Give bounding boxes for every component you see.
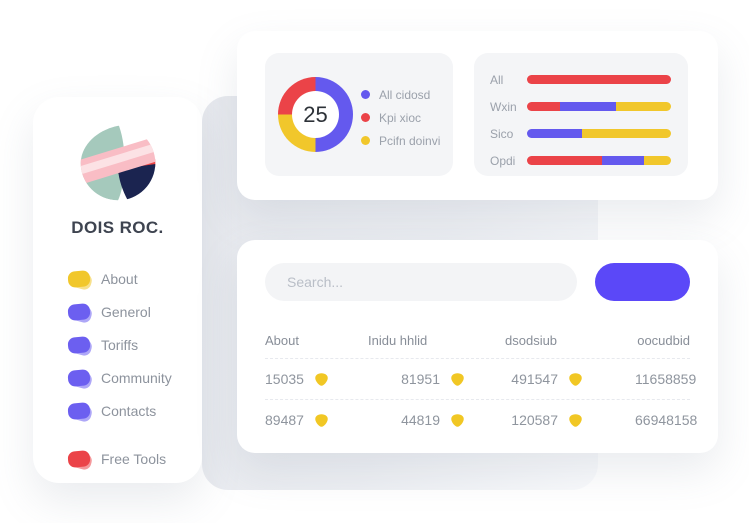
- cell-value: 15035: [265, 371, 304, 387]
- pick-badge-icon: [315, 413, 328, 427]
- sidebar-item-label: About: [101, 270, 138, 287]
- table-cell: 89487: [265, 412, 368, 428]
- column-header-inidu-hhlid: Inidu hhlid: [368, 332, 428, 348]
- sidebar-item-contacts[interactable]: Contacts: [68, 394, 202, 427]
- donut-legend: All cidosd Kpi xioc Pcifn doinvi: [361, 83, 440, 152]
- sidebar-item-toriffs[interactable]: Toriffs: [68, 328, 202, 361]
- table-cell: 120587: [505, 412, 635, 428]
- bar-row-sico: Sico: [490, 120, 688, 147]
- cell-value: 44819: [401, 412, 440, 428]
- table-row[interactable]: 15035 81951 491547 11658859: [265, 358, 696, 399]
- pick-badge-icon: [569, 413, 582, 427]
- sidebar-item-free-tools[interactable]: Free Tools: [68, 442, 202, 475]
- sidebar-item-label: Toriffs: [101, 336, 139, 353]
- sidebar-item-community[interactable]: Community: [68, 361, 202, 394]
- table-header-row: About Inidu hhlid dsodsiub oocudbid: [265, 322, 690, 358]
- legend-dot-red: [361, 113, 370, 122]
- sidebar-item-about[interactable]: About: [68, 262, 202, 295]
- primary-action-button[interactable]: [595, 263, 690, 301]
- cell-value: 89487: [265, 412, 304, 428]
- brand-logo-icon: [80, 125, 155, 201]
- bar-row-all: All: [490, 66, 688, 93]
- pick-badge-icon: [451, 372, 464, 386]
- table-cell: 11658859: [635, 371, 696, 387]
- donut-chart: 25: [278, 77, 353, 152]
- sidebar-menu: About Generol Toriffs Community Contacts…: [33, 262, 202, 475]
- search-box: [265, 263, 577, 301]
- decor-rect-top-left: [0, 0, 193, 60]
- brand-logo: [78, 123, 158, 203]
- search-input[interactable]: [265, 263, 577, 301]
- about-blob-icon: [68, 271, 90, 287]
- cell-value: 11658859: [635, 371, 697, 387]
- pick-badge-icon: [451, 413, 464, 427]
- legend-dot-yellow: [361, 136, 370, 145]
- table-card: About Inidu hhlid dsodsiub oocudbid 1503…: [237, 240, 718, 453]
- bar-label: Sico: [490, 126, 514, 141]
- pick-badge-icon: [315, 372, 328, 386]
- free-tools-blob-icon: [68, 451, 90, 467]
- community-blob-icon: [68, 370, 90, 386]
- bar-wxin: [527, 102, 671, 111]
- stats-card: 25 All cidosd Kpi xioc Pcifn doinvi: [237, 31, 718, 200]
- table-cell: 15035: [265, 371, 368, 387]
- table-row[interactable]: 89487 44819 120587 66948158: [265, 399, 697, 440]
- cell-value: 66948158: [635, 412, 698, 428]
- donut-hole: 25: [292, 91, 339, 138]
- legend-row: Pcifn doinvi: [361, 129, 440, 152]
- brand-name: DOIS ROC.: [71, 218, 164, 237]
- data-table: About Inidu hhlid dsodsiub oocudbid 1503…: [265, 322, 697, 440]
- generol-blob-icon: [68, 304, 90, 320]
- legend-label: All cidosd: [379, 87, 431, 102]
- cell-value: 491547: [511, 371, 558, 387]
- cell-value: 120587: [511, 412, 558, 428]
- legend-label: Pcifn doinvi: [379, 133, 441, 148]
- column-header-about: About: [265, 332, 299, 348]
- bar-label: Opdi: [490, 153, 516, 168]
- table-cell: 491547: [505, 371, 635, 387]
- table-cell: 66948158: [635, 412, 697, 428]
- toriffs-blob-icon: [68, 337, 90, 353]
- bar-label: All: [490, 72, 504, 87]
- column-header-oocudbid: oocudbid: [637, 332, 690, 348]
- table-cell: 81951: [368, 371, 505, 387]
- sidebar-item-label: Generol: [101, 303, 151, 320]
- bar-all: [527, 75, 671, 84]
- stacked-bars-panel: All Wxin Sico Opdi: [474, 53, 688, 176]
- table-cell: 44819: [368, 412, 505, 428]
- sidebar: DOIS ROC. About Generol Toriffs Communit…: [33, 97, 202, 483]
- column-header-dsodsiub: dsodsiub: [505, 332, 558, 348]
- legend-dot-blue: [361, 90, 370, 99]
- donut-value: 25: [303, 101, 328, 127]
- donut-panel: 25 All cidosd Kpi xioc Pcifn doinvi: [265, 53, 453, 176]
- bar-sico: [527, 129, 671, 138]
- contacts-blob-icon: [68, 403, 90, 419]
- pick-badge-icon: [569, 372, 582, 386]
- sidebar-item-label: Community: [101, 369, 172, 386]
- bar-label: Wxin: [490, 99, 517, 114]
- decor-rect-bottom-right: [640, 499, 749, 523]
- bar-opdi: [527, 156, 671, 165]
- sidebar-item-generol[interactable]: Generol: [68, 295, 202, 328]
- cell-value: 81951: [401, 371, 440, 387]
- legend-row: Kpi xioc: [361, 106, 440, 129]
- legend-label: Kpi xioc: [379, 110, 422, 125]
- legend-row: All cidosd: [361, 83, 440, 106]
- sidebar-item-label: Free Tools: [101, 450, 167, 467]
- sidebar-item-label: Contacts: [101, 402, 157, 419]
- bar-row-opdi: Opdi: [490, 147, 688, 174]
- bar-row-wxin: Wxin: [490, 93, 688, 120]
